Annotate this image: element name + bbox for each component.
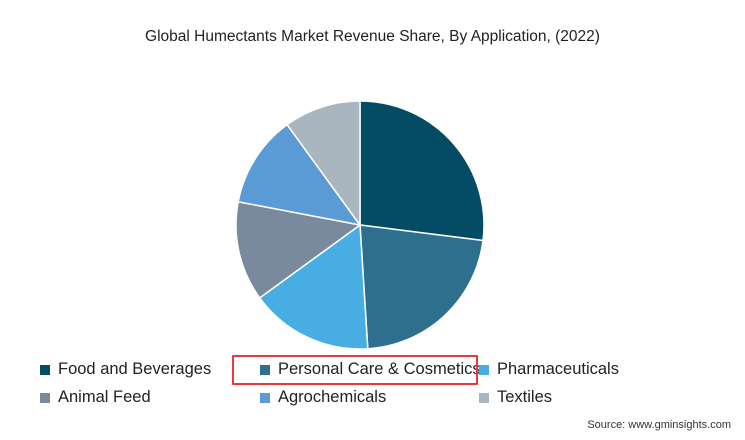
pie-slice-textiles [286,100,361,228]
pie-slice-agrochemicals [237,123,362,227]
legend-swatch [40,364,50,375]
legend-swatch [260,364,270,375]
legend-swatch [479,392,489,403]
legend-label: Agrochemicals [278,388,387,406]
legend-label: Personal Care & Cosmetics [278,360,481,378]
legend-swatch [260,392,270,403]
legend-swatch [40,392,50,403]
legend-item-personal-care-cosmetics: Personal Care & Cosmetics [260,360,481,379]
chart-title: Global Humectants Market Revenue Share, … [145,28,600,45]
legend-label: Pharmaceuticals [497,360,619,378]
legend-highlight-box [232,355,478,385]
legend-item-textiles: Textiles [479,388,552,407]
pie-slice-pharmaceuticals [258,223,369,350]
pie-slice-personal-care-cosmetics [359,224,484,350]
legend-label: Food and Beverages [58,360,212,378]
legend-item-pharmaceuticals: Pharmaceuticals [479,360,619,379]
legend-swatch [479,364,489,375]
legend-item-animal-feed: Animal Feed [40,388,151,407]
legend-label: Animal Feed [58,388,151,406]
legend-item-food-and-beverages: Food and Beverages [40,360,211,379]
pie-slice-animal-feed [235,200,362,299]
legend-label: Textiles [497,388,553,406]
legend-item-agrochemicals: Agrochemicals [260,388,386,407]
source-note: Source: www.gminsights.com [587,419,731,431]
pie-slice-food-and-beverages [359,100,485,242]
